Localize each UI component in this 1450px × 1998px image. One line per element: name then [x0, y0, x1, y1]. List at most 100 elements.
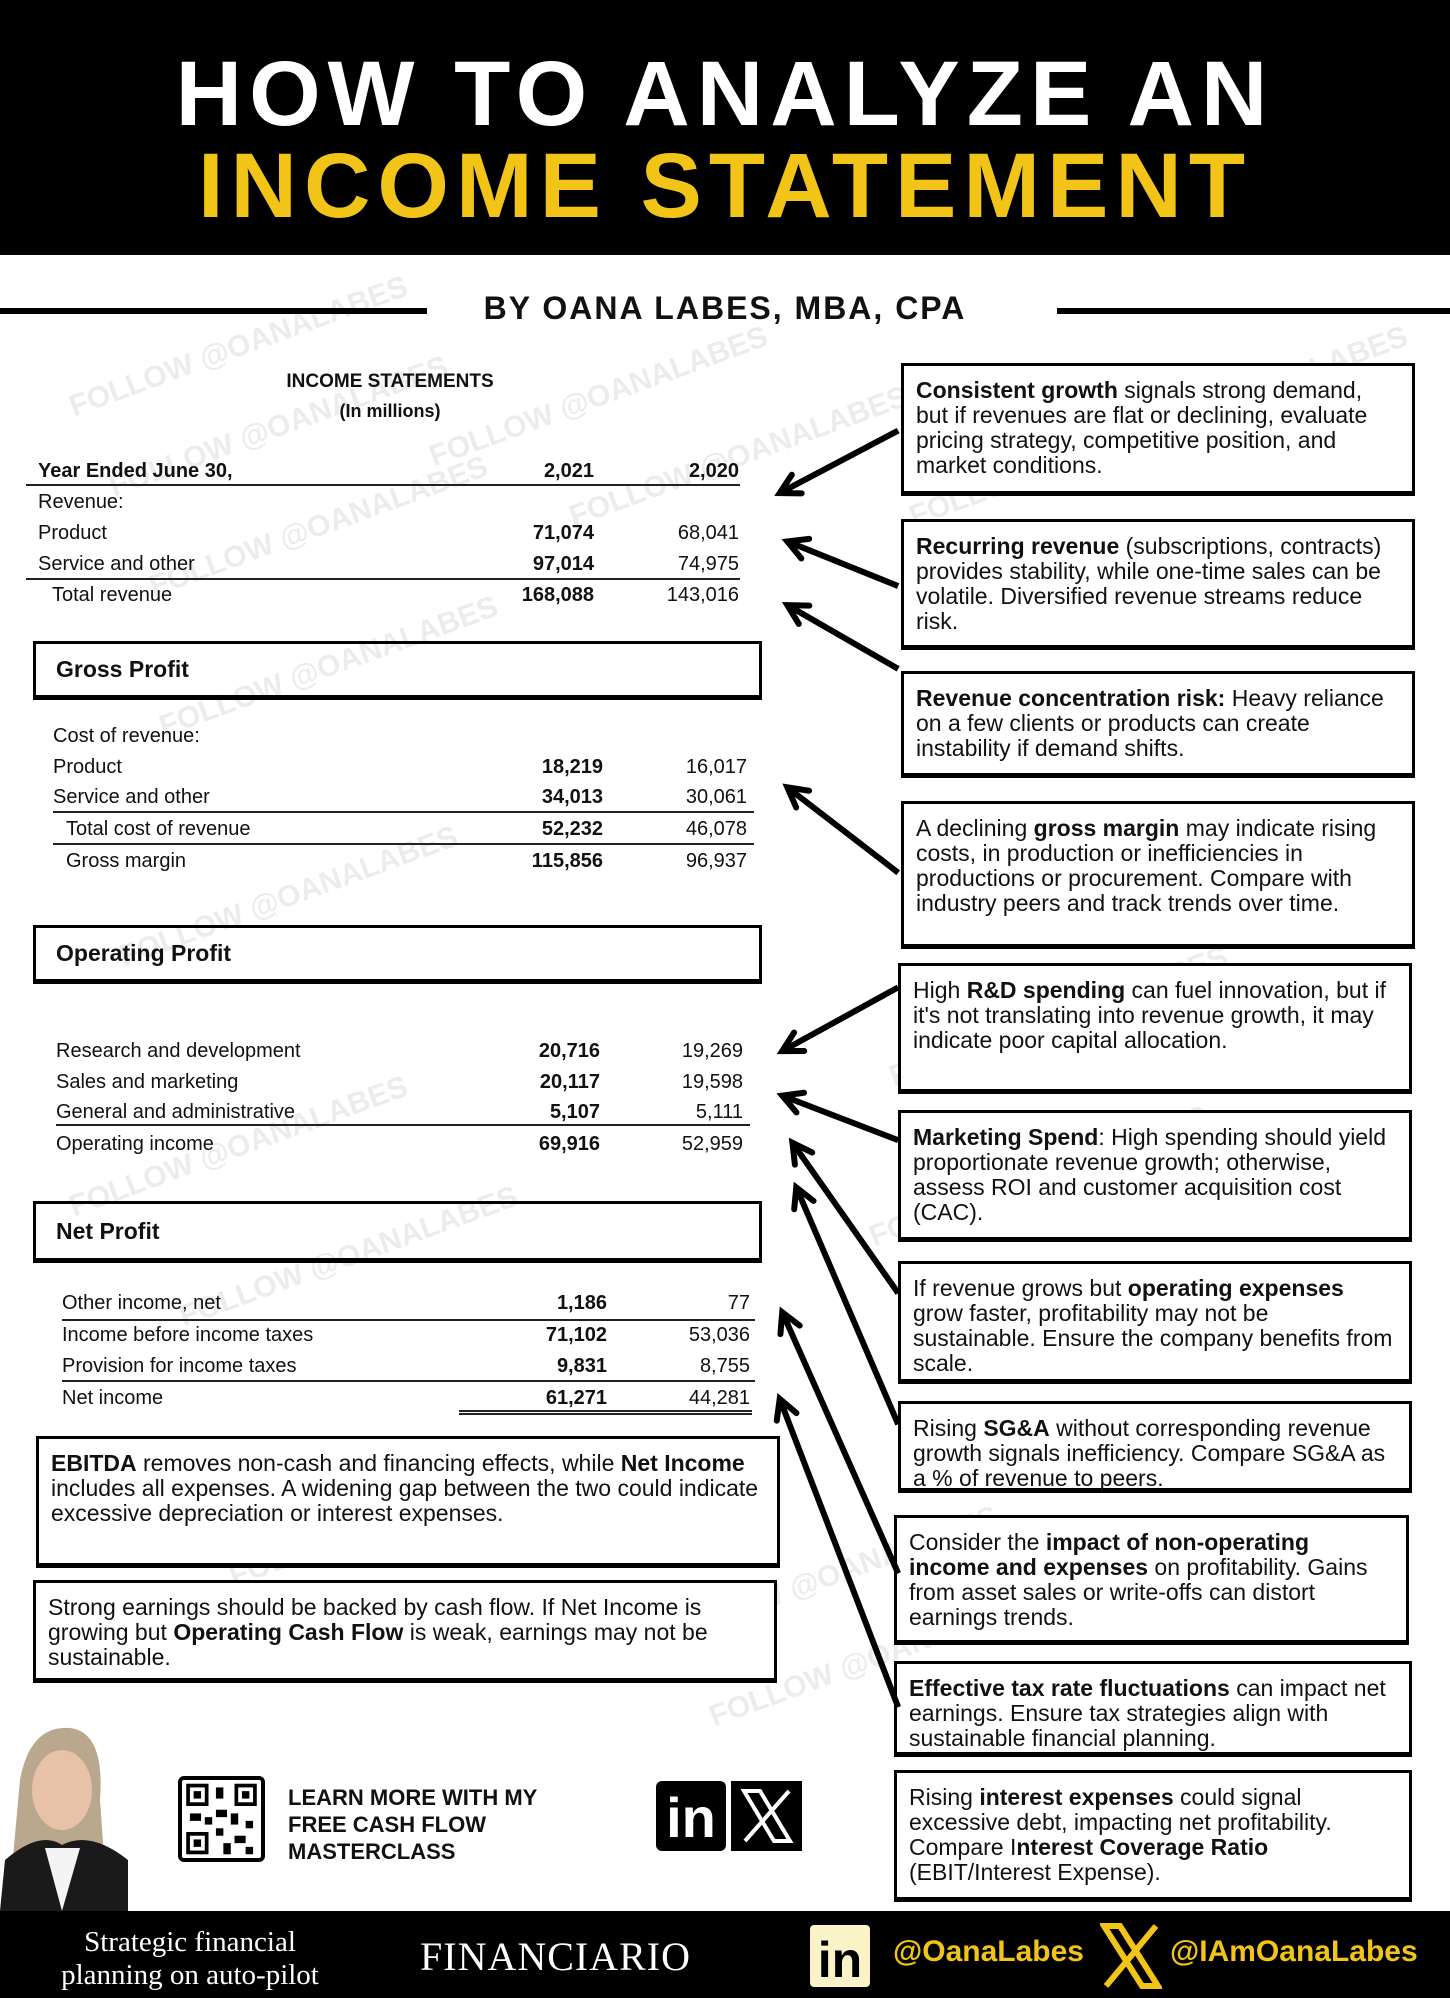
highlight-text: interest expenses — [979, 1784, 1174, 1810]
x-icon[interactable] — [1100, 1923, 1162, 1989]
value-2020: 16,017 — [685, 756, 747, 778]
value-2021: 115,856 — [531, 850, 603, 872]
linkedin-handle[interactable]: @OanaLabes — [893, 1935, 1084, 1968]
highlight-text: EBITDA — [51, 1450, 137, 1476]
table-row: Year Ended June 30, 2,021 2,020 — [0, 458, 800, 484]
value-2020: 30,061 — [685, 786, 747, 808]
row-label: Year Ended June 30, — [38, 460, 233, 482]
tagline-line-1: Strategic financial — [84, 1926, 296, 1958]
rule-line — [62, 1319, 755, 1321]
note-text: is weak, earnings may not be sustainable… — [48, 1619, 708, 1670]
note-text: (EBIT/Interest Expense). — [909, 1859, 1161, 1885]
table-row: Income before income taxes 71,102 53,036 — [0, 1322, 800, 1348]
table-row: Service and other 34,013 30,061 — [0, 784, 800, 810]
table-row: Operating income 69,916 52,959 — [0, 1131, 800, 1157]
note-box-right: Consider the impact of non-operating inc… — [894, 1515, 1409, 1645]
note-text: grow faster, profitability may not be su… — [913, 1300, 1393, 1376]
promo-line: MASTERCLASS — [288, 1839, 456, 1864]
note-text: : High spending should yield proportiona… — [913, 1124, 1387, 1225]
note-box-right: High R&D spending can fuel innovation, b… — [898, 963, 1412, 1094]
note-text: Rising — [909, 1784, 980, 1810]
note-box-left: EBITDA removes non-cash and financing ef… — [36, 1436, 780, 1568]
note-box-right: Marketing Spend: High spending should yi… — [898, 1110, 1412, 1242]
table-row: Service and other 97,014 74,975 — [0, 551, 800, 577]
value-2020: 19,598 — [681, 1071, 743, 1093]
row-label: Gross margin — [66, 850, 187, 872]
value-2021: 5,107 — [549, 1101, 600, 1123]
highlight-text: SG&A — [983, 1415, 1050, 1441]
note-text: (subscriptions, contracts) provides stab… — [916, 533, 1382, 634]
x-icon[interactable] — [731, 1781, 802, 1851]
arrow-icon — [781, 535, 900, 589]
value-2020: 74,975 — [677, 553, 739, 575]
value-2021: 18,219 — [541, 756, 603, 778]
table-row: Total cost of revenue 52,232 46,078 — [0, 816, 800, 842]
linkedin-icon[interactable]: in — [810, 1925, 870, 1987]
highlight-text: Consistent growth — [916, 377, 1118, 403]
value-2021: 71,074 — [532, 522, 594, 544]
note-box-right: Consistent growth signals strong demand,… — [901, 363, 1415, 496]
brand-logo: FINANCIARIO — [420, 1934, 691, 1979]
note-text: can fuel innovation, but if it's not tra… — [913, 977, 1386, 1053]
masterclass-promo[interactable]: LEARN MORE WITH MY FREE CASH FLOW MASTER… — [288, 1784, 537, 1865]
note-box-right: Rising SG&A without corresponding revenu… — [898, 1401, 1412, 1493]
note-box-right: If revenue grows but operating expenses … — [898, 1261, 1412, 1384]
value-2020: 143,016 — [666, 584, 739, 606]
statement-title: INCOME STATEMENTS — [286, 371, 494, 392]
value-2021: 1,186 — [556, 1292, 607, 1314]
row-label: Product — [38, 522, 107, 544]
value-2021: 71,102 — [545, 1324, 607, 1346]
row-label: Revenue: — [38, 491, 124, 513]
qr-code-icon[interactable] — [178, 1776, 265, 1862]
row-label: Service and other — [53, 786, 210, 808]
value-2020: 44,281 — [688, 1387, 750, 1409]
note-box-right: Effective tax rate fluctuations can impa… — [894, 1661, 1412, 1757]
svg-text:in: in — [666, 1786, 716, 1849]
row-label: Provision for income taxes — [62, 1355, 297, 1377]
arrow-icon — [788, 1137, 901, 1295]
value-2020: 96,937 — [685, 850, 747, 872]
row-label: Income before income taxes — [62, 1324, 314, 1346]
highlight-text: Revenue concentration risk: — [916, 685, 1226, 711]
rule-line — [53, 843, 754, 845]
title-line-1: HOW TO ANALYZE AN — [175, 43, 1275, 145]
note-text: High — [913, 977, 967, 1003]
promo-line: FREE CASH FLOW — [288, 1812, 486, 1837]
row-label: Other income, net — [62, 1292, 221, 1314]
svg-text:in: in — [818, 1932, 862, 1987]
section-net-profit: Net Profit — [33, 1201, 762, 1261]
note-text: on profitability. Gains from asset sales… — [909, 1554, 1368, 1630]
tagline-line-2: planning on auto-pilot — [61, 1959, 319, 1991]
table-row: Other income, net 1,186 77 — [0, 1290, 800, 1316]
arrow-icon — [776, 984, 900, 1055]
table-row: Cost of revenue: — [0, 723, 800, 749]
note-text: signals strong demand, but if revenues a… — [916, 377, 1368, 478]
table-row: Net income 61,271 44,281 — [0, 1385, 800, 1411]
linkedin-icon[interactable]: in — [656, 1781, 726, 1851]
note-text: A declining — [916, 815, 1034, 841]
statement-subtitle: (In millions) — [339, 401, 441, 421]
x-handle[interactable]: @IAmOanaLabes — [1170, 1935, 1418, 1968]
divider-left — [0, 308, 427, 314]
table-row: Gross margin 115,856 96,937 — [0, 848, 800, 874]
note-box-right: Revenue concentration risk: Heavy relian… — [901, 671, 1415, 778]
value-2020: 52,959 — [681, 1133, 743, 1155]
rule-line — [26, 578, 740, 580]
note-box-right: Recurring revenue (subscriptions, contra… — [901, 519, 1415, 650]
row-label: Cost of revenue: — [53, 725, 200, 747]
arrow-icon — [774, 427, 900, 497]
note-text: removes non-cash and financing effects, … — [136, 1450, 621, 1476]
table-row: Product 18,219 16,017 — [0, 754, 800, 780]
divider-right — [1057, 308, 1450, 314]
highlight-text: Operating Cash Flow — [173, 1619, 404, 1645]
rule-line — [53, 811, 754, 813]
author-photo — [0, 1727, 128, 1911]
row-label: Product — [53, 756, 122, 778]
note-box-right: Rising interest expenses could signal ex… — [894, 1770, 1412, 1902]
note-text: If revenue grows but — [913, 1275, 1128, 1301]
value-2021: 20,117 — [539, 1071, 600, 1093]
value-2020: 2,020 — [688, 460, 739, 482]
arrow-icon — [781, 602, 900, 672]
note-text: Consider the — [909, 1529, 1046, 1555]
